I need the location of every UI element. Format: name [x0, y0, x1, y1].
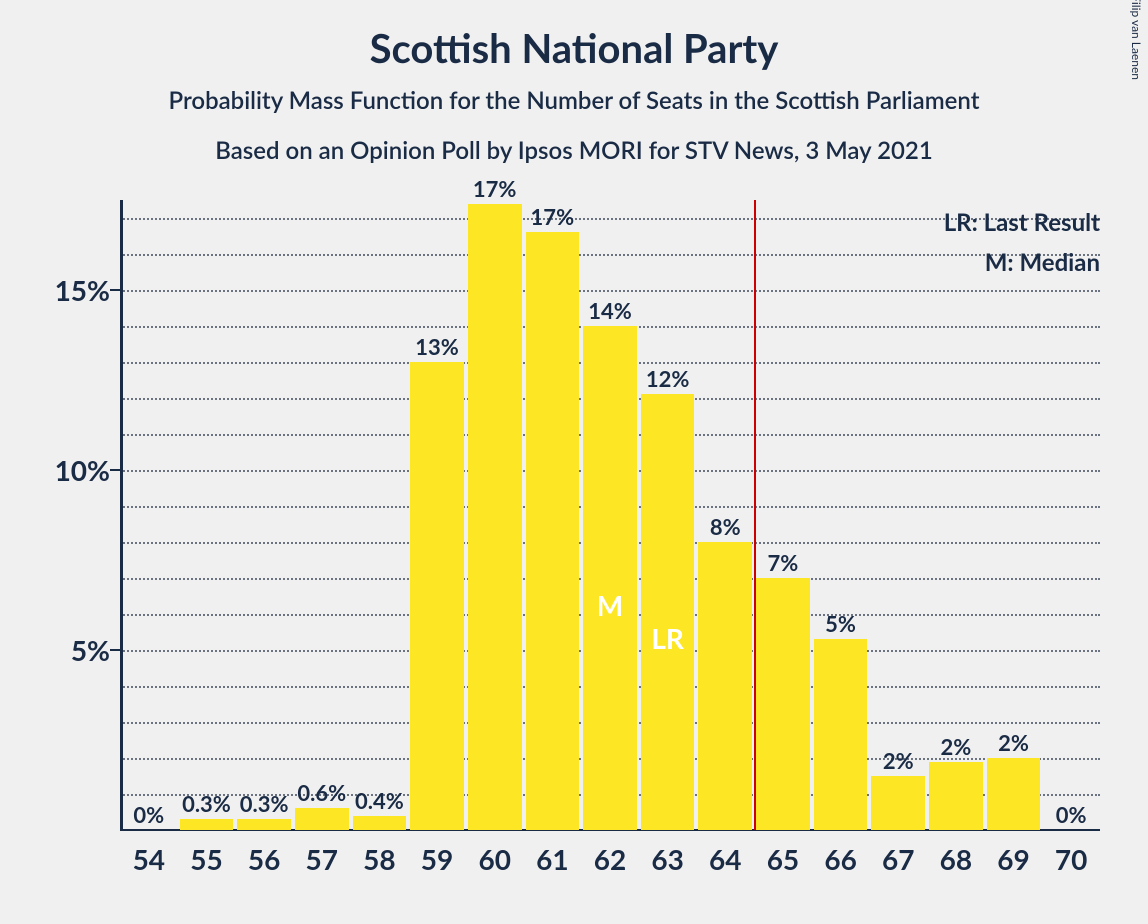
bar-value-label: 0%	[1056, 801, 1087, 830]
bar-value-label: 14%	[588, 297, 632, 326]
x-tick-label: 65	[767, 830, 799, 876]
x-tick-label: 57	[306, 830, 338, 876]
copyright-text: © 2021 Filip van Laenen	[1129, 0, 1144, 80]
bar-value-label: 0.6%	[297, 779, 346, 808]
chart-container: Scottish National Party Probability Mass…	[0, 0, 1148, 924]
bar: 12%LR	[641, 394, 695, 830]
x-tick-label: 64	[709, 830, 741, 876]
x-tick-label: 63	[651, 830, 683, 876]
y-tick-mark	[110, 289, 120, 291]
y-axis	[120, 200, 123, 830]
chart-subtitle-1: Probability Mass Function for the Number…	[0, 86, 1148, 115]
bar: 2%	[987, 758, 1041, 830]
bar-annotation: M	[597, 588, 623, 622]
bar-value-label: 7%	[768, 549, 799, 578]
bar: 0.6%	[295, 808, 349, 830]
x-tick-label: 54	[133, 830, 165, 876]
bar: 2%	[929, 762, 983, 830]
bar: 0.4%	[353, 816, 407, 830]
x-tick-label: 68	[940, 830, 972, 876]
bar-value-label: 5%	[825, 610, 856, 639]
x-tick-label: 58	[363, 830, 395, 876]
bar-value-label: 17%	[531, 203, 575, 232]
bar-value-label: 8%	[710, 513, 741, 542]
x-tick-label: 69	[997, 830, 1029, 876]
bar: 0.3%	[237, 819, 291, 830]
bar-value-label: 2%	[998, 729, 1029, 758]
bar-value-label: 17%	[473, 175, 517, 204]
bar-value-label: 0.3%	[182, 790, 231, 819]
bar-value-label: 0%	[133, 801, 164, 830]
bar: 7%	[756, 578, 810, 830]
bar-value-label: 0.3%	[240, 790, 289, 819]
grid-line	[120, 254, 1100, 256]
bar: 8%	[698, 542, 752, 830]
bar-value-label: 2%	[940, 733, 971, 762]
x-tick-label: 55	[190, 830, 222, 876]
legend-last-result: LR: Last Result	[944, 208, 1100, 237]
x-tick-label: 59	[421, 830, 453, 876]
x-tick-label: 62	[594, 830, 626, 876]
x-tick-label: 61	[536, 830, 568, 876]
bar-annotation: LR	[651, 621, 684, 655]
bar-value-label: 13%	[415, 333, 459, 362]
bar: 13%	[410, 362, 464, 830]
grid-line	[120, 290, 1100, 292]
bar: 17%	[468, 204, 522, 830]
y-tick-mark	[110, 469, 120, 471]
legend-median: M: Median	[985, 248, 1100, 277]
chart-subtitle-2: Based on an Opinion Poll by Ipsos MORI f…	[0, 136, 1148, 165]
bar: 17%	[526, 232, 580, 830]
plot-area: 5%10%15%0%540.3%550.3%560.6%570.4%5813%5…	[120, 200, 1100, 830]
chart-title: Scottish National Party	[0, 24, 1148, 72]
x-tick-label: 67	[882, 830, 914, 876]
bar-value-label: 0.4%	[355, 787, 404, 816]
bar-value-label: 2%	[883, 747, 914, 776]
x-tick-label: 56	[248, 830, 280, 876]
x-tick-label: 60	[478, 830, 510, 876]
x-tick-label: 66	[824, 830, 856, 876]
bar: 14%M	[583, 326, 637, 830]
majority-threshold-line	[754, 200, 756, 830]
bar-value-label: 12%	[646, 365, 690, 394]
x-tick-label: 70	[1055, 830, 1087, 876]
y-tick-mark	[110, 649, 120, 651]
bar: 5%	[814, 639, 868, 830]
bar: 0.3%	[180, 819, 234, 830]
bar: 2%	[871, 776, 925, 830]
